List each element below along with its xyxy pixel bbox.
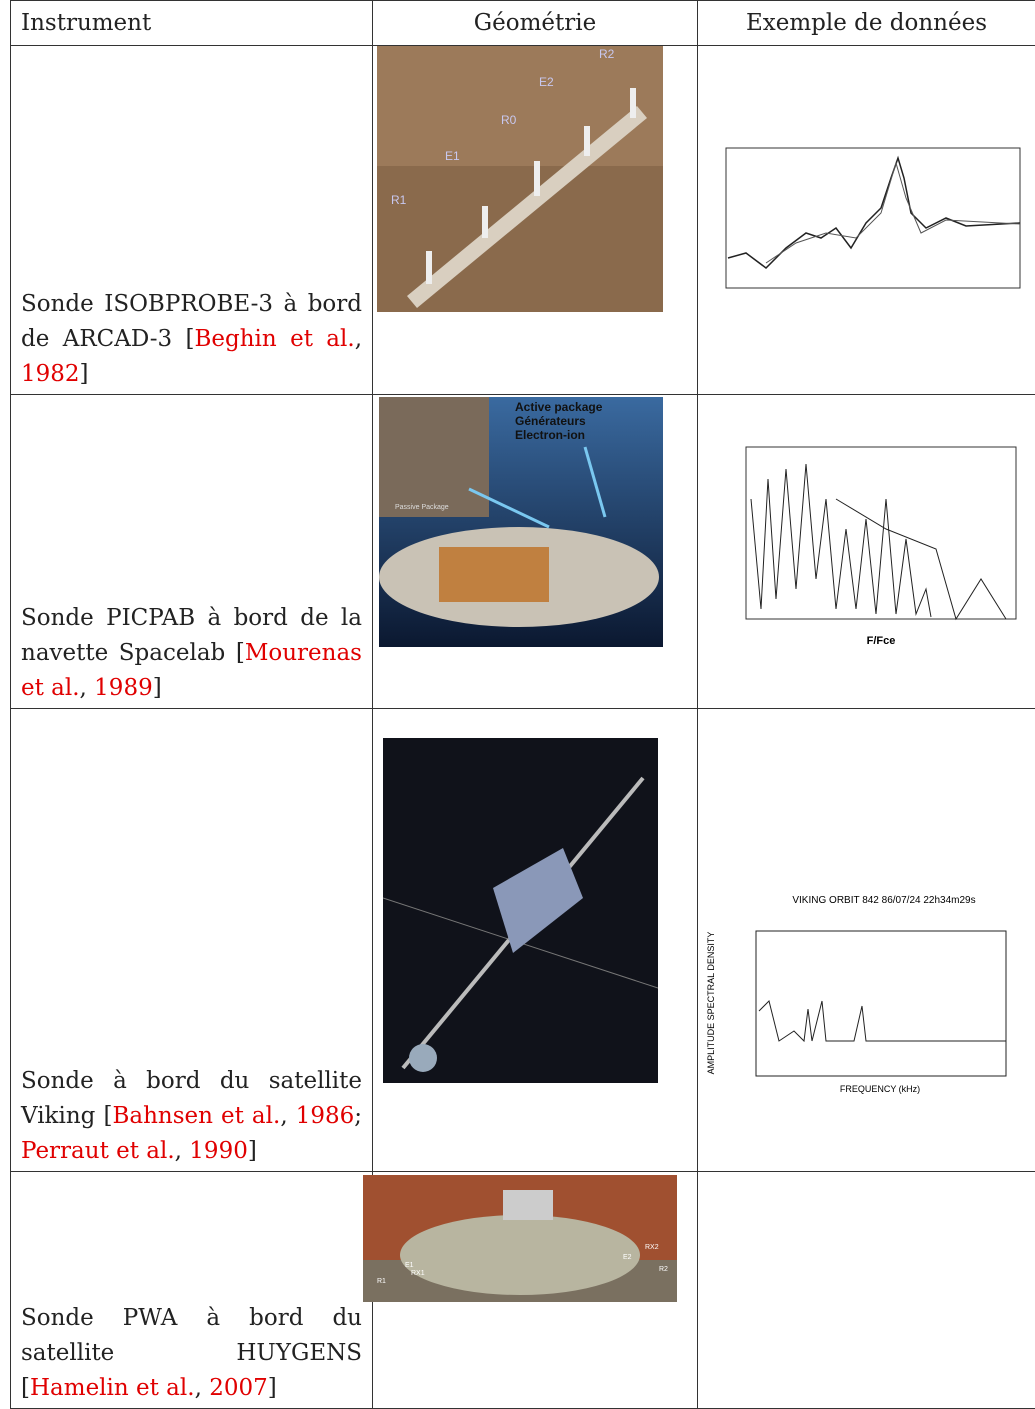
label: E1	[405, 1262, 414, 1269]
header-cell: Exemple de données	[697, 0, 1035, 46]
label: Générateurs	[515, 414, 586, 428]
label: R2	[659, 1266, 668, 1273]
row: Sonde PICPAB à bord de la navette Spacel…	[10, 394, 1035, 709]
instrument-text: Sonde PICPAB à bord de la navette Spacel…	[21, 605, 362, 666]
label: R0	[501, 113, 517, 127]
spectrum-plot: VIKING ORBIT 842 86/07/24 22h34m29s AMPL…	[706, 895, 1007, 1094]
citation-link[interactable]: Hamelin et al.	[29, 1375, 195, 1401]
instrument-cell: Sonde PICPAB à bord de la navette Spacel…	[10, 394, 373, 709]
instrument-text: ]	[79, 361, 89, 387]
axis-label: F/Fce	[867, 635, 896, 647]
label: E2	[623, 1254, 632, 1261]
instrument-text: ;	[354, 1103, 362, 1129]
instrument-text: ,	[79, 675, 95, 701]
citation-link[interactable]: Beghin et al.	[194, 326, 355, 352]
citation-link[interactable]: 1990	[189, 1138, 248, 1164]
axis-label: FREQUENCY (kHz)	[840, 1084, 920, 1094]
citation-link[interactable]: 1989	[94, 675, 153, 701]
citation-link[interactable]: 2007	[209, 1375, 268, 1401]
instrument-text: Sonde PWA à bord du satellite HUYGENS [	[21, 1305, 362, 1401]
spacelab-photo: Active package Générateurs Electron-ion …	[379, 397, 663, 647]
citation-link[interactable]: Perraut et al.	[21, 1138, 175, 1164]
instrument-text: Sonde à bord du satellite Viking [	[21, 1068, 362, 1129]
instrument-text: ,	[280, 1103, 296, 1129]
data-cell	[697, 45, 1035, 395]
axis-label: AMPLITUDE SPECTRAL DENSITY	[706, 932, 716, 1075]
label: R2	[599, 47, 615, 61]
data-cell	[697, 1171, 1035, 1409]
instrument-text: ,	[194, 1375, 210, 1401]
row: Sonde ISOBPROBE-3 à bord de ARCAD-3 [Beg…	[10, 45, 1035, 395]
label: E2	[539, 75, 554, 89]
instrument-cell: Sonde PWA à bord du satellite HUYGENS [H…	[10, 1171, 373, 1409]
spectrum-plot	[725, 147, 1021, 289]
probe-labels: R2 E2 R0 E1 R1	[391, 47, 615, 207]
citation-link[interactable]: 1986	[295, 1103, 355, 1129]
instrument-cell: Sonde ISOBPROBE-3 à bord de ARCAD-3 [Beg…	[10, 45, 373, 395]
header-row: Instrument Géométrie Exemple de données	[10, 0, 1035, 46]
instrument-text: ,	[174, 1138, 190, 1164]
label: RX2	[645, 1244, 659, 1251]
row: Sonde à bord du satellite Viking [Bahnse…	[10, 708, 1035, 1172]
geometry-cell: E1 RX1 R1 RX2 E2 R2	[363, 1171, 698, 1409]
label: R1	[377, 1278, 386, 1285]
instrument-cell: Sonde à bord du satellite Viking [Bahnse…	[10, 708, 373, 1172]
probe-photo: R2 E2 R0 E1 R1	[377, 46, 663, 312]
header-cell: Instrument	[10, 0, 373, 46]
label: E1	[445, 149, 460, 163]
viking-photo	[383, 738, 658, 1083]
label: R1	[391, 193, 407, 207]
instrument-text: Sonde ISOBPROBE-3 à bord de ARCAD-3 [	[21, 291, 362, 352]
instrument-text: ]	[247, 1138, 257, 1164]
header-cell: Géométrie	[372, 0, 698, 46]
citation-link[interactable]: Mourenas et al.	[21, 640, 362, 701]
row: Sonde PWA à bord du satellite HUYGENS [H…	[10, 1171, 1035, 1409]
instrument-text: ,	[354, 326, 363, 352]
huygens-photo: E1 RX1 R1 RX2 E2 R2	[363, 1175, 677, 1302]
label: Electron-ion	[515, 428, 585, 442]
instrument-table: Instrument Géométrie Exemple de données …	[10, 0, 1035, 1409]
spectrum-plot: F/Fce	[745, 446, 1017, 647]
data-cell: VIKING ORBIT 842 86/07/24 22h34m29s AMPL…	[697, 708, 1035, 1172]
label: Passive Package	[395, 504, 449, 511]
instrument-text: ]	[152, 675, 162, 701]
citation-link[interactable]: 1982	[21, 361, 80, 387]
citation-link[interactable]: Bahnsen et al.	[112, 1103, 281, 1129]
geometry-cell: Active package Générateurs Electron-ion …	[372, 394, 698, 709]
geometry-cell: R2 E2 R0 E1 R1	[372, 45, 698, 395]
label: Active package	[515, 400, 603, 414]
label: RX1	[411, 1270, 425, 1277]
plot-title: VIKING ORBIT 842 86/07/24 22h34m29s	[792, 895, 975, 906]
instrument-text: ]	[267, 1375, 277, 1401]
geometry-cell	[372, 708, 698, 1172]
data-cell: F/Fce	[697, 394, 1035, 709]
